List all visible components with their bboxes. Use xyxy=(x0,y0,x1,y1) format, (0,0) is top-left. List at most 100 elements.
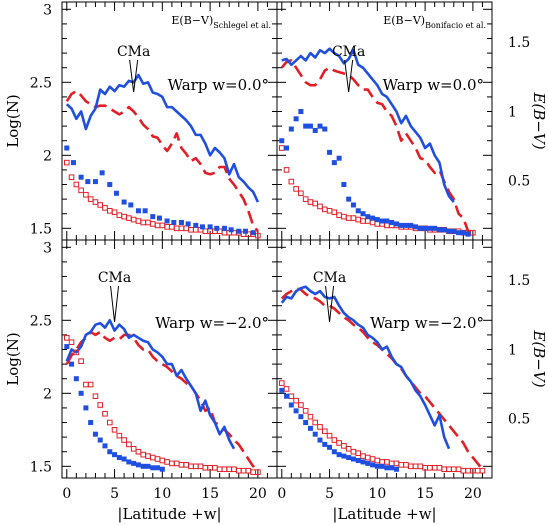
red-open-square-point xyxy=(68,174,75,181)
blue-filled-square-point xyxy=(64,344,70,350)
red-open-square-point xyxy=(126,441,132,448)
y-tick-label: 3 xyxy=(43,2,52,18)
red-dashed-series xyxy=(65,330,259,468)
blue-filled-square-point xyxy=(102,443,108,449)
red-open-square-point xyxy=(278,380,285,386)
red-open-square-point xyxy=(307,199,314,205)
red-open-square-point xyxy=(307,413,314,420)
red-open-square-point xyxy=(111,427,118,433)
blue-filled-square-point xyxy=(135,462,141,468)
blue-filled-square-point xyxy=(446,228,452,234)
blue-filled-square-point xyxy=(384,218,390,224)
red-open-square-point xyxy=(92,199,99,205)
red-open-square-point xyxy=(173,460,180,467)
red-open-square-point xyxy=(92,393,99,400)
blue-filled-square-point xyxy=(331,449,337,455)
blue-filled-square-point xyxy=(441,227,447,233)
red-open-square-point xyxy=(202,464,209,471)
red-open-square-point xyxy=(446,466,452,473)
blue-filled-square-point xyxy=(214,225,220,231)
blue-filled-square-point xyxy=(393,221,399,227)
blue-filled-square-point xyxy=(113,190,119,196)
red-open-square-point xyxy=(384,222,390,229)
blue-filled-square-point xyxy=(456,230,462,236)
red-open-square-point xyxy=(192,226,199,233)
red-open-square-point xyxy=(455,466,462,473)
blue-filled-square-point xyxy=(221,225,227,231)
y-tick-label: 3 xyxy=(43,240,52,256)
blue-filled-square-point xyxy=(312,127,318,133)
blue-filled-square-point xyxy=(322,441,328,447)
y-tick-label: 2.5 xyxy=(30,313,52,329)
blue-filled-square-point xyxy=(156,215,162,221)
blue-filled-square-point xyxy=(293,408,299,414)
red-open-square-point xyxy=(130,216,137,223)
red-open-square-point xyxy=(73,181,80,188)
blue-filled-square-point xyxy=(78,174,84,180)
x-tick-label: 0 xyxy=(62,486,71,502)
red-open-square-point xyxy=(407,463,414,470)
x-tick-label: 20 xyxy=(249,486,267,502)
cma-label: CMa xyxy=(98,270,131,286)
blue-filled-square-point xyxy=(413,224,419,230)
cma-arrow-left xyxy=(325,285,331,323)
red-open-square-point xyxy=(178,462,185,468)
blue-filled-square-point xyxy=(346,196,352,202)
red-open-square-point xyxy=(250,469,256,475)
red-open-square-point xyxy=(341,443,347,449)
red-open-square-point xyxy=(140,219,147,226)
red-open-square-point xyxy=(403,462,409,468)
red-open-square-point xyxy=(102,205,108,211)
red-open-square-point xyxy=(130,445,137,452)
x-tick-label: 0 xyxy=(277,486,286,502)
red-open-square-point xyxy=(388,460,395,467)
blue-filled-square-point xyxy=(355,208,361,214)
blue-filled-square-point xyxy=(69,361,75,367)
red-open-square-point xyxy=(374,457,381,464)
red-open-square-point xyxy=(355,450,362,456)
blue-filled-square-point xyxy=(389,219,395,225)
blue-filled-square-point xyxy=(393,466,399,472)
red-open-square-point xyxy=(73,349,80,356)
red-open-square-point xyxy=(465,467,471,474)
red-open-square-point xyxy=(436,464,443,471)
red-open-square-point xyxy=(126,215,132,221)
red-open-square-point xyxy=(63,335,70,341)
red-open-square-point xyxy=(379,459,385,465)
blue-filled-square-point xyxy=(236,228,242,234)
red-open-square-point xyxy=(398,462,405,468)
cma-arrow-left xyxy=(344,59,350,93)
blue-filled-square-point xyxy=(350,456,356,462)
blue-filled-square-point xyxy=(408,222,414,228)
blue-filled-square-point xyxy=(121,199,127,205)
red-open-square-point xyxy=(159,457,166,464)
red-open-square-point xyxy=(288,393,295,400)
red-open-square-point xyxy=(87,196,94,202)
red-open-square-point xyxy=(216,466,223,473)
blue-filled-square-point xyxy=(327,444,333,450)
red-open-square-point xyxy=(221,229,228,236)
red-open-square-point xyxy=(298,402,304,408)
blue-filled-square-point xyxy=(92,179,98,185)
red-open-square-point xyxy=(312,200,319,207)
warp-label: Warp w=−2.0° xyxy=(370,314,484,332)
red-open-square-point xyxy=(154,456,161,462)
red-open-square-point xyxy=(293,397,299,404)
right-y-tick-label: 1 xyxy=(508,104,517,120)
blue-filled-square-point xyxy=(298,109,304,115)
red-open-square-point xyxy=(183,462,190,468)
red-open-square-point xyxy=(226,466,233,473)
red-open-square-point xyxy=(312,419,319,426)
red-open-square-point xyxy=(135,448,142,455)
red-open-square-point xyxy=(427,464,433,471)
red-open-square-point xyxy=(321,428,328,435)
red-open-square-point xyxy=(441,466,448,473)
blue-filled-square-point xyxy=(116,455,122,461)
red-open-square-point xyxy=(288,178,295,185)
ebv-source-label: E(B−V)Bonifacio et al. xyxy=(383,14,486,30)
axes-layer xyxy=(61,1,493,479)
cma-label: CMa xyxy=(313,270,346,286)
blue-filled-square-point xyxy=(336,452,342,458)
warp-label: Warp w=−2.0° xyxy=(155,314,269,332)
